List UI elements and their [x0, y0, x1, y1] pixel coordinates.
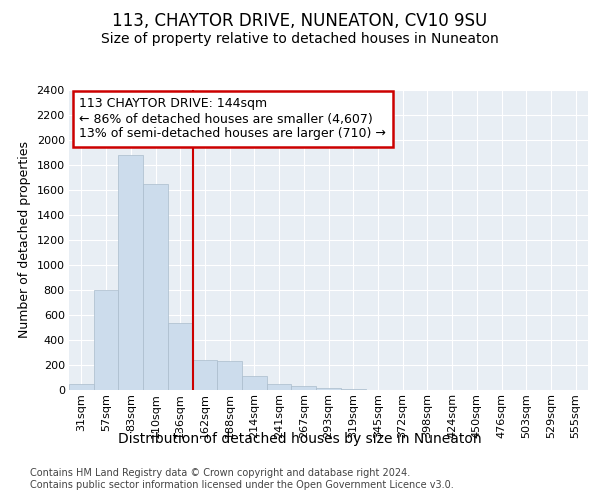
- Bar: [242, 376, 267, 390]
- Text: 113 CHAYTOR DRIVE: 144sqm
← 86% of detached houses are smaller (4,607)
13% of se: 113 CHAYTOR DRIVE: 144sqm ← 86% of detac…: [79, 98, 386, 140]
- Bar: [168, 322, 193, 390]
- Bar: [292, 386, 316, 390]
- Text: 113, CHAYTOR DRIVE, NUNEATON, CV10 9SU: 113, CHAYTOR DRIVE, NUNEATON, CV10 9SU: [112, 12, 488, 30]
- Bar: [341, 389, 365, 390]
- Text: Size of property relative to detached houses in Nuneaton: Size of property relative to detached ho…: [101, 32, 499, 46]
- Bar: [143, 184, 168, 390]
- Bar: [193, 360, 217, 390]
- Y-axis label: Number of detached properties: Number of detached properties: [18, 142, 31, 338]
- Text: Contains public sector information licensed under the Open Government Licence v3: Contains public sector information licen…: [30, 480, 454, 490]
- Bar: [69, 384, 94, 390]
- Text: Distribution of detached houses by size in Nuneaton: Distribution of detached houses by size …: [118, 432, 482, 446]
- Bar: [316, 388, 341, 390]
- Bar: [217, 360, 242, 390]
- Bar: [94, 290, 118, 390]
- Bar: [118, 155, 143, 390]
- Text: Contains HM Land Registry data © Crown copyright and database right 2024.: Contains HM Land Registry data © Crown c…: [30, 468, 410, 477]
- Bar: [267, 384, 292, 390]
